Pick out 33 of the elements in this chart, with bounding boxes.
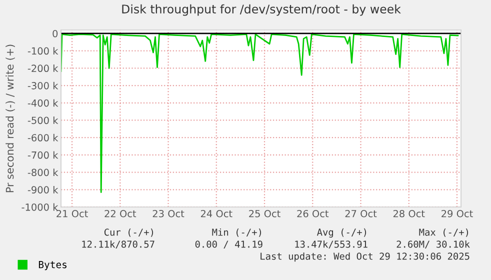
chart-title: Disk throughput for /dev/system/root - by week xyxy=(122,4,401,16)
y-tick-label: -800 k xyxy=(28,168,58,176)
line-series xyxy=(61,34,459,193)
text: 0.00 / 41.19 xyxy=(195,240,262,249)
y-tick-label: -400 k xyxy=(28,99,58,107)
y-tick-label: -300 k xyxy=(28,82,58,90)
y-tick-label: -200 k xyxy=(28,64,58,72)
x-tick-label: 26 Oct xyxy=(297,210,329,218)
x-tick-label: 21 Oct xyxy=(56,210,88,218)
x-tick-label: 29 Oct xyxy=(442,210,473,218)
y-tick-label: 0 xyxy=(52,30,58,38)
text: Max (-/+) xyxy=(419,228,468,237)
y-tick-label: -1000 k xyxy=(22,203,58,211)
y-axis-title: Pr second read (-) / write (+) xyxy=(6,44,15,192)
text: 12.11k/870.57 xyxy=(82,240,154,249)
text: 2.60M/ 30.10k xyxy=(396,240,470,249)
legend-label: Bytes xyxy=(38,261,66,270)
y-tick-label: -100 k xyxy=(28,47,58,55)
x-tick-label: 28 Oct xyxy=(393,210,425,218)
text: 13.47k/553.91 xyxy=(295,240,368,249)
y-tick-label: -500 k xyxy=(28,116,58,124)
text: Avg (-/+) xyxy=(317,228,366,238)
text: Last update: Wed Oct 29 12:30:06 2025 xyxy=(260,252,470,262)
x-tick-label: 24 Oct xyxy=(200,210,232,218)
y-tick-label: -900 k xyxy=(28,186,58,194)
x-tick-label: 25 Oct xyxy=(249,210,280,218)
y-tick-label: -600 k xyxy=(28,134,58,142)
x-tick-label: 27 Oct xyxy=(345,210,377,218)
y-tick-label: -700 k xyxy=(28,151,58,159)
x-tick-label: 22 Oct xyxy=(104,210,136,218)
text: Min (-/+) xyxy=(212,228,262,237)
text: Cur (-/+) xyxy=(104,228,154,237)
x-tick-label: 23 Oct xyxy=(152,210,184,218)
